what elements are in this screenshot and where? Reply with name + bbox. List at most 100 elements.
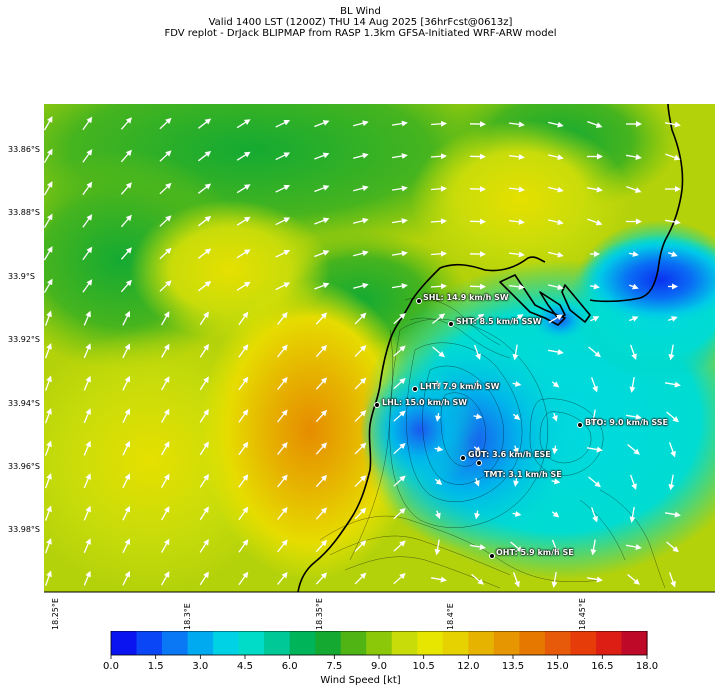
wind-arrow: [353, 250, 369, 257]
station-label-tmt: TMT: 3.1 km/h SE: [484, 470, 562, 479]
station-label-lht: LHT: 7.9 km/h SW: [420, 382, 500, 391]
colorbar-tick-label: 18.0: [635, 661, 659, 672]
wind-arrows: [44, 116, 681, 588]
wind-arrow: [586, 186, 603, 193]
wind-arrow: [393, 572, 406, 585]
wind-arrow: [44, 278, 53, 293]
colorbar-bin: [391, 631, 418, 655]
wind-arrow: [82, 246, 93, 261]
wind-arrow: [315, 442, 328, 455]
wind-arrow: [159, 280, 172, 292]
wind-arrow: [430, 283, 447, 290]
wind-arrow: [44, 505, 52, 521]
wind-arrow: [82, 214, 93, 228]
wind-arrow: [236, 281, 251, 291]
lat-label: 33.92°S: [8, 335, 40, 344]
wind-arrow: [432, 313, 446, 324]
wind-arrow: [199, 408, 209, 423]
wind-arrow: [236, 216, 251, 226]
wind-arrow: [198, 118, 212, 129]
wind-arrow: [199, 343, 209, 358]
wind-arrow: [238, 311, 249, 326]
wind-arrow: [551, 539, 559, 555]
wind-arrow: [391, 120, 408, 127]
title-line-1: BL Wind: [340, 6, 381, 17]
lon-label: 18.25°E: [51, 598, 60, 630]
wind-arrow: [435, 380, 441, 390]
wind-arrow: [236, 249, 251, 259]
wind-arrow: [513, 445, 519, 455]
wind-arrow: [275, 184, 291, 193]
colorbar-tick-label: 10.5: [412, 661, 435, 672]
colorbar-tick-label: 6.0: [281, 661, 298, 672]
wind-arrow: [238, 506, 249, 521]
wind-arrow: [393, 312, 406, 325]
wind-arrow: [83, 473, 91, 489]
wind-arrow: [120, 117, 132, 130]
wind-arrow: [509, 153, 525, 160]
wind-arrow: [315, 377, 328, 390]
colorbar-tick-label: 9.0: [371, 661, 387, 672]
colorbar-bin: [289, 631, 316, 655]
wind-arrow: [586, 576, 603, 583]
wind-arrow: [199, 473, 209, 488]
colorbar-bin: [595, 631, 623, 655]
wind-arrow: [277, 311, 288, 325]
wind-arrow: [315, 539, 328, 553]
colorbar-bin: [111, 631, 138, 655]
wind-arrow: [391, 283, 408, 289]
colorbar-tick-label: 4.5: [237, 661, 253, 672]
wind-arrow: [666, 541, 679, 553]
wind-arrow: [589, 283, 600, 290]
wind-arrow: [393, 475, 406, 487]
title-line-3: FDV replot - DrJack BLIPMAP from RASP 1.…: [164, 28, 557, 39]
wind-arrow: [199, 376, 209, 391]
wind-arrow: [629, 474, 637, 490]
wind-arrow: [629, 506, 636, 523]
wind-arrow: [161, 571, 170, 586]
wind-arrow: [82, 149, 93, 163]
wind-arrow: [509, 186, 525, 193]
station-label-sht: SHT: 8.5 km/h SSW: [456, 317, 542, 326]
station-label-lhl: LHL: 15.0 km/h SW: [382, 398, 468, 407]
colorbar-bin: [417, 631, 444, 655]
wind-arrow: [586, 446, 603, 453]
wind-arrow: [122, 505, 131, 521]
wind-arrow: [473, 344, 481, 360]
colorbar-bin: [493, 631, 520, 655]
colorbar-bin: [621, 631, 648, 655]
wind-arrow: [83, 375, 91, 391]
wind-arrow: [548, 121, 564, 128]
wind-arrow: [82, 279, 93, 293]
wind-arrow: [430, 576, 447, 583]
wind-arrow: [474, 510, 481, 520]
wind-arrow: [277, 409, 288, 423]
colorbar-tick-label: 16.5: [591, 661, 614, 672]
wind-arrow: [473, 446, 482, 453]
wind-arrow: [277, 376, 288, 390]
wind-arrow: [625, 544, 642, 550]
wind-arrow: [198, 183, 212, 194]
wind-arrow: [354, 312, 367, 325]
wind-arrow: [513, 477, 520, 487]
station-label-gut: GUT: 3.6 km/h ESE: [468, 450, 551, 459]
wind-arrow: [435, 412, 442, 422]
station-marker-lhl: [374, 402, 380, 408]
wind-arrow: [432, 346, 445, 358]
wind-arrow: [354, 377, 367, 390]
wind-arrow: [122, 473, 131, 489]
wind-arrow: [668, 442, 676, 458]
wind-arrow: [391, 250, 408, 257]
wind-arrow: [198, 280, 212, 292]
wind-arrow: [159, 150, 172, 162]
wind-arrow: [354, 410, 367, 422]
wind-arrow: [120, 279, 132, 293]
wind-arrow: [315, 572, 328, 585]
colorbar-bin: [570, 631, 597, 655]
wind-arrow: [430, 185, 447, 192]
wind-arrow: [161, 311, 170, 326]
wind-arrow: [548, 219, 564, 226]
wind-arrow: [159, 182, 172, 195]
wind-arrow: [83, 538, 91, 554]
wind-arrow: [627, 574, 640, 585]
